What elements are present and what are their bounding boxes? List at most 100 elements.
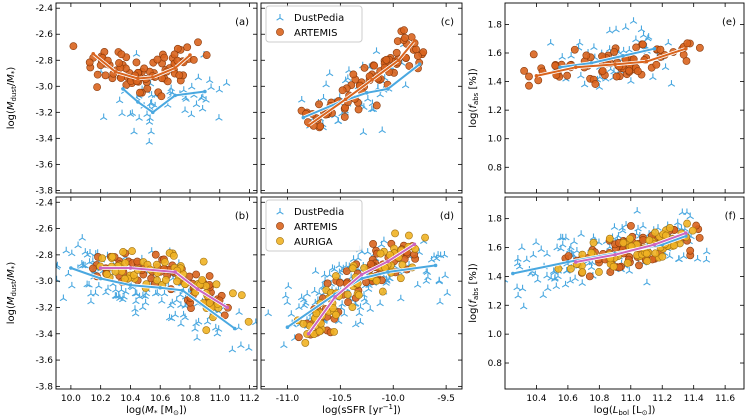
y-tick-label: -2.4	[35, 198, 53, 208]
sim-point	[638, 40, 647, 49]
dustpedia-point	[130, 127, 138, 135]
sim-point	[312, 309, 321, 318]
dustpedia-point	[167, 314, 176, 322]
dustpedia-point	[145, 138, 153, 145]
dustpedia-point	[577, 71, 585, 79]
median-marker	[188, 53, 192, 57]
dustpedia-point	[621, 23, 630, 31]
dustpedia-point	[632, 35, 640, 43]
dustpedia-point	[539, 291, 547, 299]
sim-point	[598, 66, 607, 75]
dustpedia-point	[171, 310, 179, 318]
sim-point	[93, 70, 102, 79]
dustpedia-point	[355, 309, 364, 317]
sim-point	[405, 231, 413, 240]
panel-label: (a)	[235, 17, 249, 28]
x-tick-label: 10.6	[558, 394, 578, 404]
dustpedia-point	[198, 104, 207, 112]
median-marker	[386, 270, 390, 274]
dustpedia-point	[141, 292, 149, 300]
sim-point	[570, 45, 579, 54]
median-marker	[98, 276, 103, 281]
median-marker	[180, 288, 185, 293]
dustpedia-point	[610, 223, 619, 230]
median-marker	[113, 70, 118, 74]
panel-label: (b)	[235, 211, 249, 222]
sim-point	[688, 226, 697, 235]
sim-point	[419, 48, 428, 57]
panel-label: (e)	[722, 17, 736, 28]
dustpedia-point	[147, 127, 155, 135]
y-tick-label: 1.2	[488, 301, 502, 311]
sim-point	[163, 77, 172, 86]
sim-point	[695, 43, 704, 52]
panel-e: 0.8 1.0 1.2 1.4 1.6 1.8 (e) log(fabs [%])	[468, 2, 745, 194]
dustpedia-point	[562, 233, 570, 241]
sim-point	[349, 70, 358, 79]
sim-point	[332, 310, 340, 319]
dustpedia-point	[56, 263, 61, 270]
dustpedia-point	[328, 264, 337, 272]
dustpedia-point	[335, 261, 343, 269]
dustpedia-point	[325, 69, 334, 77]
dustpedia-point	[513, 283, 521, 291]
sim-point	[140, 64, 149, 73]
sim-point	[632, 43, 641, 52]
dustpedia-point	[578, 279, 586, 287]
sim-point	[682, 57, 691, 65]
dustpedia-point	[577, 230, 585, 237]
dustpedia-point	[310, 286, 319, 294]
median-marker	[333, 295, 337, 299]
dustpedia-point	[354, 254, 362, 261]
y-tick-label: -3.8	[35, 186, 53, 196]
sim-point	[331, 272, 340, 280]
dustpedia-point	[612, 25, 620, 33]
sim-point	[348, 303, 357, 311]
dustpedia-point	[181, 313, 189, 321]
dustpedia-point	[141, 298, 150, 306]
sim-point	[633, 67, 642, 76]
panel-c: (c)	[260, 2, 463, 194]
dustpedia-point	[222, 79, 231, 86]
sim-point	[376, 249, 385, 258]
dustpedia-point	[639, 31, 648, 38]
sim-point	[153, 55, 162, 64]
dustpedia-point	[559, 240, 567, 248]
dustpedia-point	[276, 14, 284, 21]
dustpedia-point	[302, 299, 310, 306]
dustpedia-point	[191, 325, 199, 332]
sim-point	[529, 50, 538, 59]
median-marker	[173, 93, 177, 98]
dustpedia-point	[112, 285, 120, 293]
sim-point	[340, 113, 349, 121]
dustpedia-point	[322, 80, 330, 88]
dustpedia-point	[215, 85, 224, 93]
sim-point	[566, 264, 575, 273]
sim-point	[151, 250, 160, 259]
dustpedia-point	[334, 317, 343, 324]
dustpedia-point	[193, 334, 201, 341]
sim-point	[98, 254, 107, 263]
dustpedia-point	[228, 345, 237, 353]
sim-point	[173, 277, 181, 286]
dustpedia-point	[356, 303, 365, 311]
sim-point	[101, 71, 110, 80]
median-marker	[343, 97, 348, 102]
dustpedia-point	[678, 208, 687, 216]
median-marker	[589, 61, 594, 65]
axes-frame	[504, 196, 745, 390]
sim-point	[652, 60, 661, 69]
sim-point	[525, 81, 533, 90]
median-marker	[306, 331, 311, 336]
panel-label: (c)	[441, 17, 454, 28]
sim-point	[619, 238, 628, 247]
dustpedia-point	[104, 284, 112, 292]
dustpedia-point	[364, 95, 372, 102]
sim-point	[121, 259, 130, 267]
dustpedia-point	[115, 96, 124, 104]
median-marker	[195, 287, 200, 291]
dustpedia-median-line	[122, 88, 206, 114]
sim-point	[658, 252, 667, 261]
median-marker	[396, 58, 401, 63]
legend-entry: ARTEMIS	[294, 28, 337, 39]
